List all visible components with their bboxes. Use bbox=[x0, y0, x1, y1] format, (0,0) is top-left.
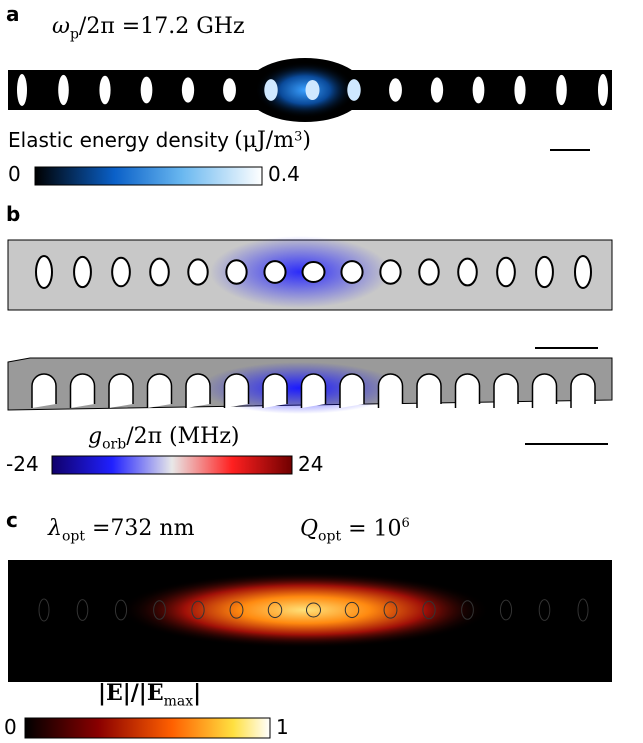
text: | bbox=[193, 680, 201, 706]
hole bbox=[99, 76, 110, 105]
hole bbox=[306, 80, 320, 100]
hole bbox=[536, 257, 553, 287]
subscript: max bbox=[164, 693, 194, 709]
colorbar-max: 1 bbox=[276, 715, 289, 739]
hole bbox=[188, 259, 207, 284]
superscript: 6 bbox=[402, 516, 410, 531]
hole bbox=[36, 256, 52, 288]
hole bbox=[71, 374, 95, 408]
colorbar bbox=[35, 167, 262, 185]
hole bbox=[514, 76, 525, 105]
hole bbox=[556, 75, 567, 105]
symbol: g bbox=[88, 424, 102, 449]
colorbar-title: |E|/|Emax| bbox=[98, 680, 201, 709]
text: /2π =17.2 GHz bbox=[79, 14, 245, 39]
symbol: λ bbox=[48, 516, 62, 541]
panel-label: b bbox=[6, 202, 20, 226]
unit: ) bbox=[302, 128, 311, 153]
text: Elastic energy density bbox=[8, 128, 229, 152]
panel-title: Qopt = 106 bbox=[300, 516, 410, 545]
hole bbox=[141, 77, 153, 104]
hole bbox=[417, 374, 441, 408]
text: |E|/|E bbox=[98, 680, 164, 706]
hole bbox=[340, 374, 364, 408]
hole bbox=[74, 257, 91, 287]
hole bbox=[598, 74, 608, 106]
subscript: orb bbox=[102, 436, 126, 452]
hole bbox=[148, 374, 172, 408]
mode-glow bbox=[120, 572, 490, 648]
hole bbox=[150, 259, 169, 286]
subscript: opt bbox=[318, 529, 341, 545]
hole bbox=[389, 78, 402, 101]
hole bbox=[494, 374, 518, 408]
symbol: Q bbox=[300, 516, 318, 541]
hole bbox=[473, 77, 485, 104]
hole bbox=[347, 79, 360, 101]
hole bbox=[58, 75, 69, 105]
hole bbox=[458, 259, 477, 286]
text: =732 nm bbox=[85, 516, 194, 541]
hole bbox=[497, 258, 515, 287]
hole bbox=[575, 256, 591, 288]
hole bbox=[419, 259, 438, 284]
hole bbox=[431, 77, 443, 102]
panel-title: ωp/2π =17.2 GHz bbox=[52, 14, 245, 42]
hole bbox=[32, 374, 56, 408]
hole bbox=[380, 260, 400, 283]
colorbar bbox=[25, 718, 270, 738]
text: = 10 bbox=[341, 516, 401, 541]
hole bbox=[341, 261, 362, 283]
subscript: opt bbox=[62, 528, 85, 544]
hole bbox=[112, 258, 130, 287]
hole bbox=[186, 374, 210, 408]
hole bbox=[456, 374, 480, 408]
colorbar bbox=[52, 456, 292, 474]
symbol: ω bbox=[52, 14, 70, 39]
panel-title: λopt =732 nm bbox=[48, 516, 194, 544]
colorbar-min: 0 bbox=[8, 162, 21, 186]
hole bbox=[264, 79, 277, 101]
hole bbox=[17, 74, 27, 106]
hole bbox=[302, 374, 326, 408]
colorbar-title: gorb/2π (MHz) bbox=[88, 424, 240, 452]
subscript: p bbox=[70, 26, 79, 42]
hole bbox=[223, 78, 236, 101]
hole bbox=[379, 374, 403, 408]
unit: (μJ/m bbox=[234, 128, 294, 153]
colorbar-title: Elastic energy density (μJ/m3) bbox=[8, 128, 311, 153]
hole bbox=[225, 374, 249, 408]
panel-label: a bbox=[6, 2, 20, 26]
hole bbox=[182, 77, 194, 102]
hole bbox=[264, 261, 285, 283]
hole bbox=[571, 374, 595, 408]
colorbar-min: 0 bbox=[4, 715, 17, 739]
hole bbox=[263, 374, 287, 408]
panel-label: c bbox=[6, 508, 18, 532]
colorbar-min: -24 bbox=[6, 452, 39, 476]
colorbar-max: 24 bbox=[298, 452, 323, 476]
colorbar-max: 0.4 bbox=[268, 162, 300, 186]
figure-graphics bbox=[0, 0, 643, 743]
figure: a ωp/2π =17.2 GHz Elastic energy density… bbox=[0, 0, 643, 743]
text: /2π (MHz) bbox=[126, 424, 239, 449]
hole bbox=[533, 374, 557, 408]
hole bbox=[303, 262, 325, 282]
hole bbox=[109, 374, 133, 408]
hole bbox=[226, 260, 246, 283]
